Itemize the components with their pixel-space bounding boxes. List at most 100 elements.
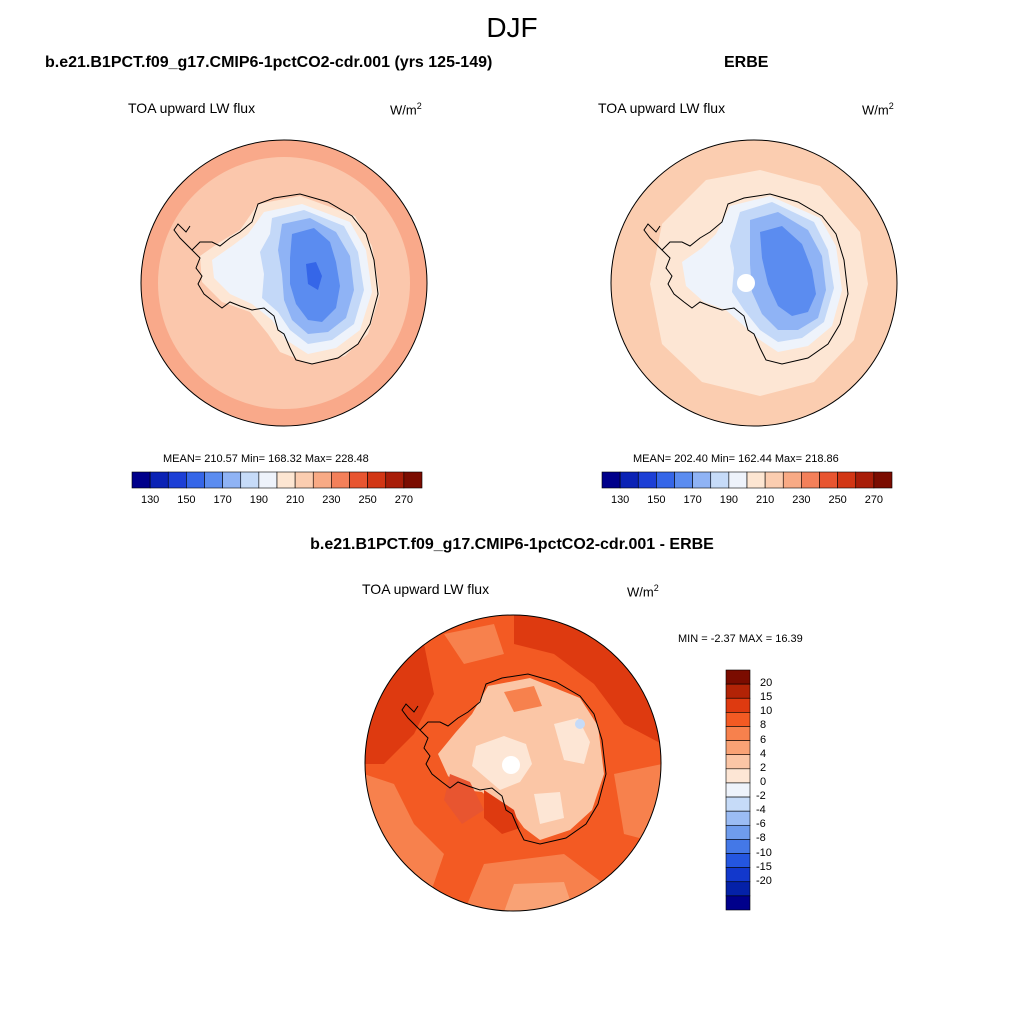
ice-warm-coast-w — [444, 774, 484, 824]
panel-1-colorbar-tick-label: 270 — [394, 494, 414, 506]
panel-2-stats: MEAN= 202.40 Min= 162.44 Max= 218.86 — [633, 453, 839, 465]
panel-1-title: b.e21.B1PCT.f09_g17.CMIP6-1pctCO2-cdr.00… — [45, 54, 493, 71]
panel-3-colorbar-tick-label: -4 — [756, 804, 766, 817]
panel-1-colorbar-tick-label: 210 — [285, 494, 305, 506]
panel-3-stats: MIN = -2.37 MAX = 16.39 — [678, 633, 803, 645]
panel-2-colorbar — [601, 471, 893, 489]
peninsula — [401, 703, 421, 731]
panel-1-colorbar-swatch — [403, 471, 423, 489]
panel-2-title: ERBE — [724, 54, 769, 71]
panel-1-variable: TOA upward LW flux — [128, 100, 256, 116]
panel-2-colorbar-swatch — [764, 471, 784, 489]
panel-1-colorbar-swatch — [222, 471, 242, 489]
panel-2-colorbar-swatch — [819, 471, 838, 489]
season-title: DJF — [486, 12, 538, 43]
panel-2-colorbar-tick-label: 250 — [828, 494, 847, 506]
panel-3-colorbar-tick-label: -10 — [756, 846, 772, 859]
panel-3-colorbar-swatch — [725, 683, 751, 699]
panel-2-colorbar-swatch — [801, 471, 820, 489]
panel-2-colorbar-swatch — [782, 471, 802, 489]
panel-1-map — [140, 139, 428, 427]
panel-1-colorbar-tick-label: 130 — [140, 494, 160, 506]
panel-1-colorbar-swatch — [331, 471, 350, 489]
panel-2-colorbar-swatch — [728, 471, 748, 489]
panel-2-colorbar-labels: 130 150 170 190 210 230 250 270 — [602, 494, 892, 510]
ice-patch-east — [554, 718, 590, 764]
panel-2-colorbar-swatch — [855, 471, 875, 489]
cold-patch — [575, 719, 585, 729]
panel-3-colorbar-labels: 20 15 10 8 6 4 2 0 -2 -4 -6 -8 -10 -15 -20 — [756, 670, 796, 910]
panel-3-colorbar-swatch — [725, 796, 751, 812]
panel-3-colorbar-swatch — [725, 697, 751, 713]
panel-2-colorbar-tick-label: 190 — [719, 494, 739, 506]
panel-2-colorbar-tick-label: 170 — [683, 494, 702, 506]
panel-2-colorbar-tick-label: 210 — [755, 494, 775, 506]
peninsula — [643, 223, 663, 251]
panel-2-colorbar-swatch — [710, 471, 730, 489]
panel-3-colorbar-swatch — [725, 839, 751, 854]
panel-1-colorbar-swatch — [258, 471, 278, 489]
ice-near-zero — [472, 736, 532, 790]
panel-3-colorbar-tick-label: -20 — [756, 874, 772, 887]
ice-level-170 — [760, 226, 816, 316]
missing-data-pole — [502, 756, 520, 774]
panel-3-colorbar-swatch — [725, 740, 751, 756]
ice-warm-n — [504, 686, 542, 712]
panel-3-colorbar-tick-label: -2 — [756, 790, 766, 803]
panel-1-colorbar-tick-label: 170 — [213, 494, 232, 506]
panel-1-colorbar-swatch — [240, 471, 260, 489]
panel-1-colorbar-swatch — [367, 471, 387, 489]
panel-3-title: b.e21.B1PCT.f09_g17.CMIP6-1pctCO2-cdr.00… — [310, 536, 714, 553]
panel-1-colorbar — [131, 471, 423, 489]
panel-1-colorbar-swatch — [131, 471, 151, 489]
panel-3-colorbar-swatch — [725, 754, 751, 770]
panel-3-colorbar-swatch — [725, 895, 751, 911]
panel-2-colorbar-swatch — [837, 471, 857, 489]
panel-2-map — [610, 139, 898, 427]
panel-1-colorbar-swatch — [276, 471, 296, 489]
panel-3-colorbar-tick-label: 6 — [760, 733, 767, 746]
panel-2-colorbar-swatch — [656, 471, 675, 489]
panel-2-colorbar-swatch — [873, 471, 893, 489]
panel-3-colorbar — [725, 669, 751, 911]
panel-3-colorbar-tick-label: 10 — [760, 705, 773, 718]
coastline — [661, 193, 849, 365]
panel-3-colorbar-swatch — [725, 824, 751, 840]
panel-3-colorbar-swatch — [725, 853, 751, 868]
panel-3-colorbar-swatch — [725, 712, 751, 727]
panel-1-colorbar-tick-label: 250 — [358, 494, 377, 506]
panel-1-colorbar-tick-label: 230 — [322, 494, 341, 506]
ice-warm-coast-s — [484, 790, 520, 834]
panel-3-colorbar-swatch — [725, 726, 751, 741]
panel-1-colorbar-tick-label: 190 — [249, 494, 269, 506]
panel-3-colorbar-tick-label: 20 — [760, 677, 773, 690]
panel-3-colorbar-tick-label: -6 — [756, 818, 766, 831]
panel-2-colorbar-tick-label: 270 — [864, 494, 884, 506]
panel-2-colorbar-swatch — [619, 471, 639, 489]
panel-3-colorbar-swatch — [725, 768, 751, 784]
panel-3-colorbar-tick-label: 15 — [760, 691, 773, 704]
panel-3-colorbar-tick-label: 0 — [760, 775, 767, 788]
panel-3-colorbar-tick-label: 8 — [760, 719, 767, 732]
panel-1-colorbar-swatch — [204, 471, 223, 489]
panel-1-units: W/m2 — [390, 101, 422, 118]
panel-2-colorbar-swatch — [601, 471, 621, 489]
ocean-weak-s — [504, 882, 574, 911]
panel-3-colorbar-swatch — [725, 810, 751, 826]
panel-1-colorbar-labels: 130 150 170 190 210 230 250 270 — [132, 494, 422, 510]
panel-3-colorbar-tick-label: 2 — [760, 761, 767, 774]
panel-3-variable: TOA upward LW flux — [362, 581, 490, 597]
coastline — [191, 193, 379, 365]
panel-3-colorbar-tick-label: 4 — [760, 747, 767, 760]
missing-data-pole — [737, 274, 755, 292]
panel-1-colorbar-swatch — [312, 471, 332, 489]
coastline — [419, 673, 607, 845]
panel-3-colorbar-swatch — [725, 867, 751, 883]
panel-1-colorbar-swatch — [385, 471, 405, 489]
panel-3-units: W/m2 — [627, 583, 659, 600]
panel-2-units: W/m2 — [862, 101, 894, 118]
panel-1-colorbar-swatch — [167, 471, 187, 489]
panel-2-colorbar-tick-label: 230 — [792, 494, 811, 506]
panel-3-colorbar-swatch — [725, 669, 751, 685]
panel-1-stats: MEAN= 210.57 Min= 168.32 Max= 228.48 — [163, 453, 369, 465]
